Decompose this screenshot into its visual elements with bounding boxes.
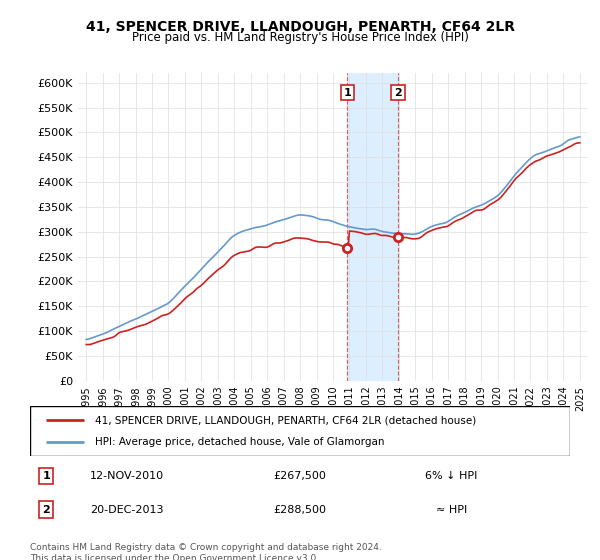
Bar xyxy=(347,73,398,381)
Text: £267,500: £267,500 xyxy=(274,471,326,481)
Text: HPI: Average price, detached house, Vale of Glamorgan: HPI: Average price, detached house, Vale… xyxy=(95,437,385,447)
Text: Price paid vs. HM Land Registry's House Price Index (HPI): Price paid vs. HM Land Registry's House … xyxy=(131,31,469,44)
Text: ≈ HPI: ≈ HPI xyxy=(436,505,467,515)
Text: 20-DEC-2013: 20-DEC-2013 xyxy=(91,505,164,515)
Text: 12-NOV-2010: 12-NOV-2010 xyxy=(90,471,164,481)
Text: 2: 2 xyxy=(394,88,402,97)
Text: 41, SPENCER DRIVE, LLANDOUGH, PENARTH, CF64 2LR: 41, SPENCER DRIVE, LLANDOUGH, PENARTH, C… xyxy=(86,20,515,34)
Text: 2: 2 xyxy=(43,505,50,515)
Text: 1: 1 xyxy=(43,471,50,481)
Text: Contains HM Land Registry data © Crown copyright and database right 2024.
This d: Contains HM Land Registry data © Crown c… xyxy=(30,543,382,560)
FancyBboxPatch shape xyxy=(30,406,570,456)
Text: 1: 1 xyxy=(343,88,351,97)
Text: 6% ↓ HPI: 6% ↓ HPI xyxy=(425,471,478,481)
Text: 41, SPENCER DRIVE, LLANDOUGH, PENARTH, CF64 2LR (detached house): 41, SPENCER DRIVE, LLANDOUGH, PENARTH, C… xyxy=(95,415,476,425)
Text: £288,500: £288,500 xyxy=(274,505,326,515)
